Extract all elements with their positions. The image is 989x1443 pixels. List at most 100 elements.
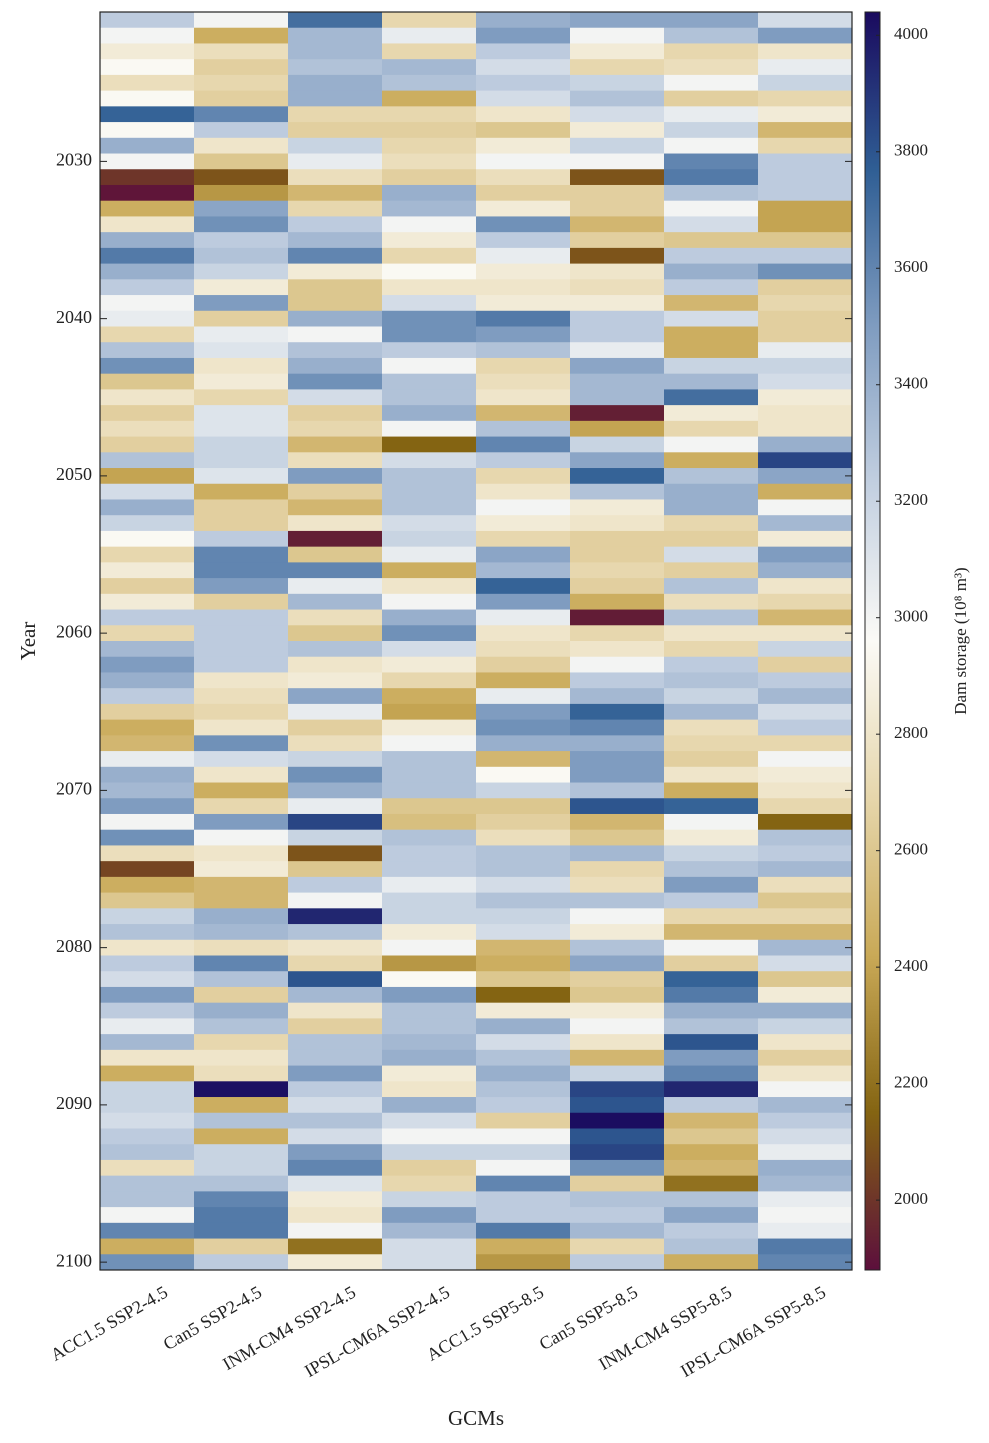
- heat-cell: [100, 1034, 195, 1051]
- heat-cell: [758, 295, 853, 312]
- heat-cell: [288, 12, 383, 29]
- heat-cell: [194, 672, 289, 689]
- heat-cell: [570, 1002, 665, 1019]
- heat-cell: [382, 247, 477, 265]
- heat-cell: [476, 829, 571, 846]
- heat-cell: [194, 122, 289, 139]
- heat-cell: [100, 468, 195, 485]
- heat-cell: [100, 798, 195, 815]
- heat-cell: [664, 74, 759, 92]
- colorbar-tick-label: 2400: [894, 956, 928, 975]
- heat-cell: [664, 766, 759, 784]
- heat-cell: [288, 106, 383, 123]
- heat-cell: [100, 641, 195, 658]
- heat-cell: [194, 1049, 289, 1067]
- heat-cell: [476, 232, 571, 249]
- heat-cell: [194, 546, 289, 563]
- heat-cell: [570, 735, 665, 752]
- heat-cell: [758, 326, 853, 343]
- heat-cell: [288, 326, 383, 343]
- colorbar-tick-label: 3400: [894, 374, 928, 393]
- heat-cell: [664, 200, 759, 217]
- heat-cell: [758, 625, 853, 642]
- heat-cell: [194, 688, 289, 705]
- heat-cell: [476, 279, 571, 296]
- heat-cell: [100, 200, 195, 217]
- heat-cell: [288, 625, 383, 642]
- heat-cell: [288, 436, 383, 453]
- heat-cell: [100, 1159, 195, 1177]
- heat-cell: [476, 971, 571, 988]
- heat-cell: [570, 546, 665, 563]
- heat-cell: [288, 924, 383, 941]
- heat-cell: [100, 1128, 195, 1145]
- heat-cell: [288, 452, 383, 469]
- heat-cell: [194, 703, 289, 721]
- heat-cell: [476, 122, 571, 139]
- heat-cell: [382, 625, 477, 642]
- heat-cell: [664, 1238, 759, 1255]
- heat-cell: [100, 876, 195, 894]
- heat-cell: [664, 12, 759, 29]
- heat-cell: [194, 74, 289, 92]
- heat-cell: [664, 499, 759, 516]
- heat-cell: [100, 326, 195, 343]
- heat-cell: [194, 216, 289, 233]
- heat-cell: [194, 955, 289, 972]
- heat-cell: [194, 798, 289, 815]
- heat-cell: [570, 263, 665, 280]
- heat-cell: [382, 562, 477, 579]
- heat-cell: [570, 578, 665, 595]
- heat-cell: [758, 924, 853, 941]
- heat-cell: [476, 483, 571, 500]
- heat-cell: [758, 357, 853, 375]
- heat-cell: [100, 1222, 195, 1240]
- heat-cell: [288, 59, 383, 76]
- heat-cell: [288, 216, 383, 233]
- heat-cell: [194, 373, 289, 390]
- heat-cell: [100, 924, 195, 941]
- heat-cell: [570, 1018, 665, 1035]
- heat-cell: [570, 719, 665, 736]
- heat-cell: [100, 1018, 195, 1035]
- heat-cell: [100, 1238, 195, 1255]
- heat-cell: [288, 310, 383, 327]
- heat-cell: [758, 420, 853, 438]
- heat-cell: [288, 1254, 383, 1271]
- heat-cell: [194, 27, 289, 44]
- heat-cell: [194, 813, 289, 831]
- heat-cell: [570, 829, 665, 846]
- heat-cell: [570, 1081, 665, 1098]
- heat-cell: [476, 782, 571, 799]
- heat-cell: [194, 908, 289, 925]
- heat-cell: [194, 1065, 289, 1082]
- heat-cell: [570, 326, 665, 343]
- heat-cell: [476, 263, 571, 280]
- heat-cell: [382, 452, 477, 469]
- heat-cell: [570, 656, 665, 673]
- heat-cell: [288, 247, 383, 265]
- heat-cell: [100, 59, 195, 76]
- heat-cell: [288, 719, 383, 736]
- heat-cell: [288, 1065, 383, 1082]
- heat-cell: [664, 1034, 759, 1051]
- heat-cell: [194, 782, 289, 799]
- heat-cell: [570, 310, 665, 327]
- heat-cell: [288, 169, 383, 186]
- heat-cell: [476, 310, 571, 327]
- heat-cell: [288, 530, 383, 548]
- heat-cell: [664, 1081, 759, 1098]
- heat-cell: [758, 861, 853, 878]
- heat-cell: [100, 357, 195, 375]
- heat-cell: [570, 436, 665, 453]
- heat-cell: [382, 1065, 477, 1082]
- heat-cell: [288, 593, 383, 611]
- heat-cell: [758, 688, 853, 705]
- heat-cell: [664, 625, 759, 642]
- heat-cell: [288, 263, 383, 280]
- heat-cell: [570, 1097, 665, 1114]
- heat-cell: [758, 1112, 853, 1129]
- heat-cell: [476, 1175, 571, 1192]
- heat-cell: [288, 688, 383, 705]
- heat-cell: [476, 1207, 571, 1224]
